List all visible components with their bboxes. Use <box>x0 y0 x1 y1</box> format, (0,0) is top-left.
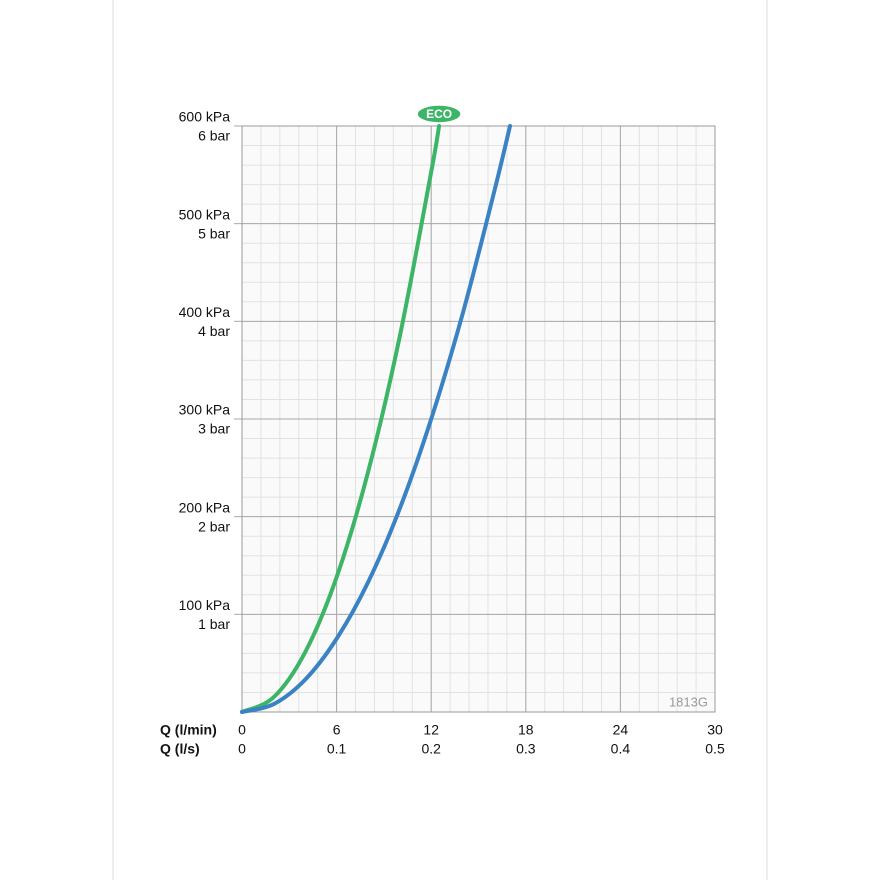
x2-tick-label: 0.3 <box>516 741 536 757</box>
y2-tick-label: 4 bar <box>198 323 230 339</box>
y2-tick-label: 1 bar <box>198 616 230 632</box>
x-tick-label: 12 <box>423 722 439 738</box>
y2-tick-label: 6 bar <box>198 128 230 144</box>
curves <box>240 124 513 714</box>
flow-curve <box>240 124 513 714</box>
y2-tick-label: 3 bar <box>198 421 230 437</box>
y-tick-label: 400 kPa <box>179 304 231 320</box>
x-tick-label: 0 <box>238 722 246 738</box>
x2-tick-label: 0.4 <box>611 741 631 757</box>
y2-tick-label: 5 bar <box>198 225 230 241</box>
x-tick-label: 30 <box>707 722 723 738</box>
x-tick-label: 6 <box>333 722 341 738</box>
watermark: 1813G <box>669 694 708 709</box>
y-tick-label: 100 kPa <box>179 597 231 613</box>
flow-curve <box>240 124 442 714</box>
x2-tick-label: 0.2 <box>421 741 441 757</box>
x-tick-label: 18 <box>518 722 534 738</box>
y-tick-label: 500 kPa <box>179 206 231 222</box>
legend-badge <box>416 104 462 124</box>
x2-tick-label: 0.5 <box>705 741 725 757</box>
legend-label: ECO <box>426 107 452 121</box>
x2-tick-label: 0 <box>238 741 246 757</box>
y-tick-label: 600 kPa <box>179 109 231 125</box>
y-tick-label: 200 kPa <box>179 499 231 515</box>
x-tick-label: 24 <box>613 722 629 738</box>
grid <box>234 125 716 713</box>
x-axis-title: Q (l/min) <box>160 722 217 738</box>
plot-border <box>241 125 716 713</box>
y2-tick-label: 2 bar <box>198 518 230 534</box>
x2-axis-title: Q (l/s) <box>160 741 200 757</box>
y-tick-label: 300 kPa <box>179 402 231 418</box>
x2-tick-label: 0.1 <box>327 741 347 757</box>
